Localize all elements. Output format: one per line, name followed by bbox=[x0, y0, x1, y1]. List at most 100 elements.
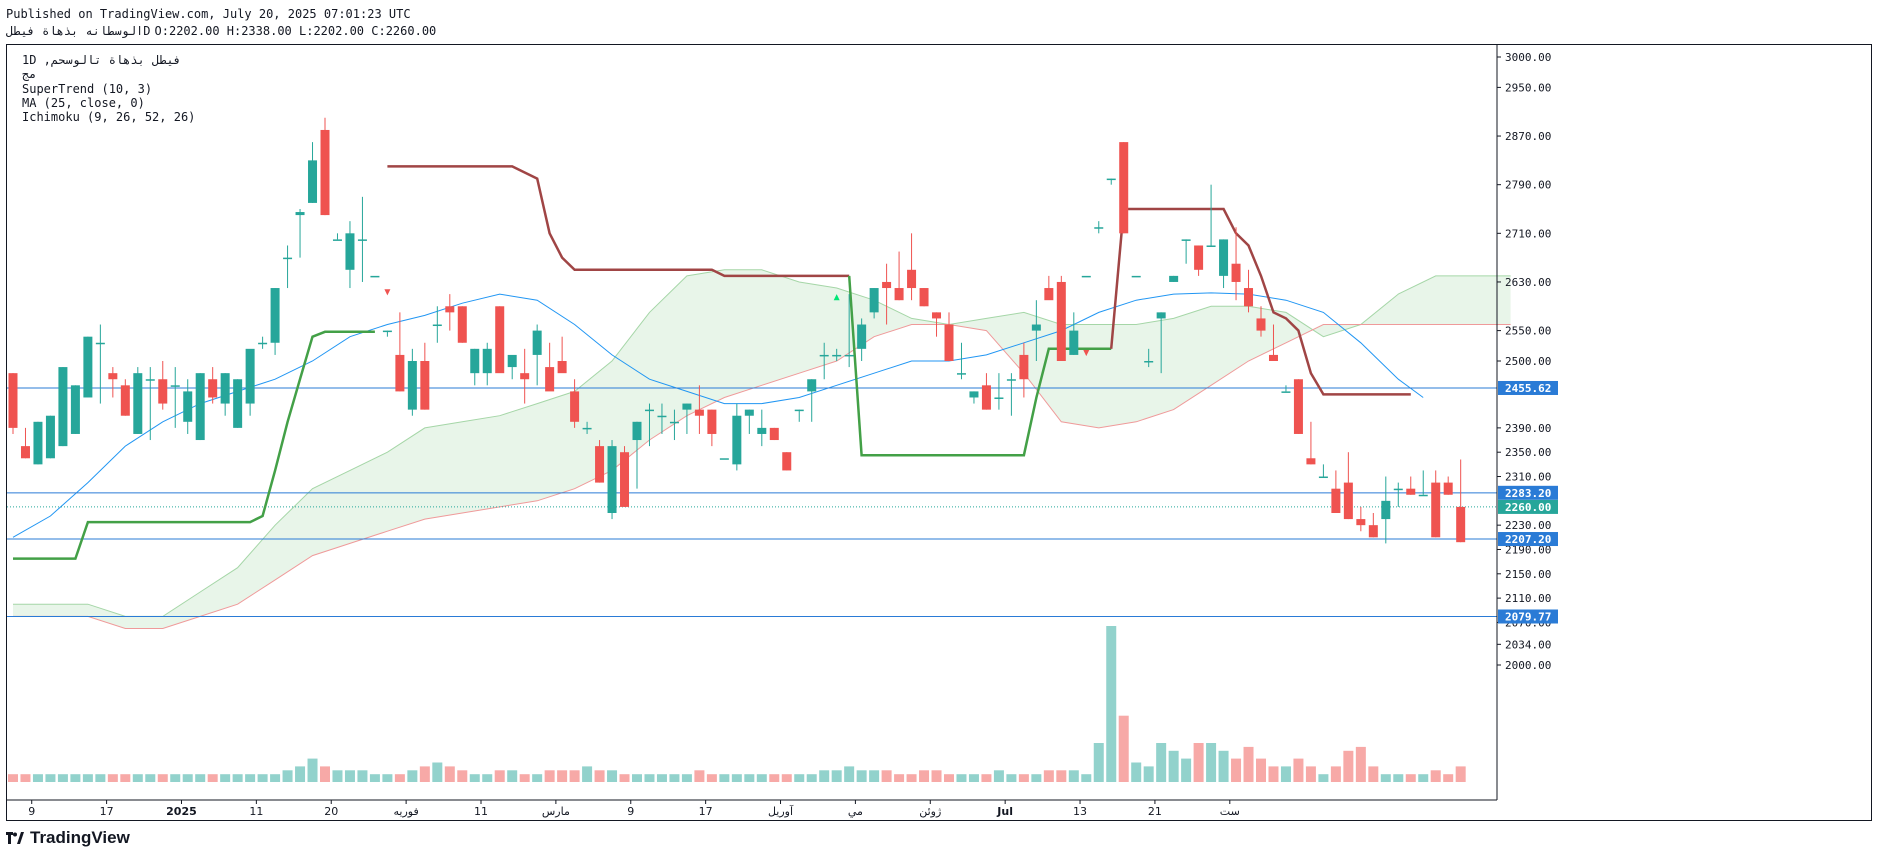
candle-body bbox=[1144, 361, 1154, 363]
candle-body bbox=[170, 385, 180, 387]
x-tick-label: 11 bbox=[474, 805, 488, 818]
candle-body bbox=[844, 354, 854, 357]
candle-body bbox=[782, 452, 792, 471]
volume-bar bbox=[120, 774, 131, 782]
candle-body bbox=[270, 288, 280, 343]
price-chart[interactable]: 3000.00 2950.00 2870.00 2790.00 2710.00 2630.… bbox=[7, 45, 1871, 820]
tradingview-logo[interactable]: TradingView bbox=[6, 828, 130, 848]
volume-bar bbox=[706, 774, 717, 782]
chart-frame[interactable]: 3000.00 2950.00 2870.00 2790.00 2710.00 2630.… bbox=[6, 44, 1872, 821]
candle-body bbox=[1106, 178, 1116, 181]
candle-body bbox=[1181, 239, 1191, 241]
candle-body bbox=[819, 354, 829, 357]
legend-ma[interactable]: MA (25, close, 0) bbox=[22, 96, 145, 110]
candle-body bbox=[1156, 312, 1166, 319]
candle-body bbox=[95, 342, 105, 345]
candle-body bbox=[944, 324, 954, 361]
volume-bar bbox=[320, 766, 330, 782]
legend-ichimoku[interactable]: Ichimoku (9, 26, 52, 26) bbox=[22, 110, 196, 124]
candle-body bbox=[1456, 506, 1466, 543]
volume-bar bbox=[295, 766, 306, 782]
candle-body bbox=[1306, 458, 1316, 465]
supertrend-up bbox=[13, 330, 375, 560]
volume-bar bbox=[407, 770, 418, 782]
candle-body bbox=[108, 373, 118, 380]
candle-body bbox=[295, 212, 305, 216]
volume-bar bbox=[45, 774, 56, 782]
price-badge bbox=[1498, 499, 1558, 514]
candle-body bbox=[1019, 354, 1029, 380]
volume-bar bbox=[644, 774, 655, 782]
candle-body bbox=[195, 373, 205, 441]
candle-body bbox=[620, 452, 630, 507]
volume-bar bbox=[170, 774, 181, 782]
y-tick-label: 2390.00 bbox=[1505, 422, 1551, 435]
candle-body bbox=[1406, 488, 1416, 495]
candle-body bbox=[445, 306, 455, 313]
volume-bar bbox=[1043, 770, 1054, 782]
volume-bar bbox=[619, 774, 630, 782]
x-tick-label: 9 bbox=[28, 805, 35, 818]
volume-bar bbox=[20, 774, 31, 782]
candle-body bbox=[357, 239, 367, 241]
volume-bar bbox=[1455, 766, 1466, 782]
candle-body bbox=[644, 409, 654, 412]
candle-body bbox=[1219, 239, 1229, 276]
volume-bar bbox=[532, 774, 543, 782]
volume-bar bbox=[245, 774, 256, 782]
volume-bar bbox=[1343, 750, 1354, 782]
candle-body bbox=[757, 427, 767, 434]
candle-body bbox=[1256, 318, 1266, 331]
volume-bar bbox=[457, 770, 468, 782]
volume-bar bbox=[1181, 758, 1192, 782]
candle-body bbox=[956, 373, 966, 375]
volume-bar bbox=[582, 766, 593, 782]
candle-body bbox=[370, 275, 380, 278]
volume-bar bbox=[195, 774, 206, 782]
buy-signal-icon bbox=[833, 294, 840, 301]
volume-bar bbox=[681, 774, 692, 782]
volume-bar bbox=[744, 774, 755, 782]
y-tick-label: 2870.00 bbox=[1505, 130, 1551, 143]
x-tick-label: مي bbox=[848, 805, 863, 818]
price-badge-label: 2260.00 bbox=[1505, 501, 1551, 514]
volume-bar bbox=[806, 774, 817, 782]
volume-bar bbox=[1118, 715, 1129, 782]
candle-body bbox=[1006, 379, 1016, 381]
volume-bar bbox=[1293, 758, 1304, 782]
x-tick-label: ست bbox=[1220, 805, 1240, 818]
candle-body bbox=[1268, 354, 1278, 361]
candle-body bbox=[1431, 482, 1441, 538]
x-tick-label: 21 bbox=[1148, 805, 1162, 818]
volume-bar bbox=[1056, 770, 1067, 782]
candle-body bbox=[457, 306, 467, 343]
y-tick-label: 2350.00 bbox=[1505, 446, 1551, 459]
volume-bar bbox=[1243, 746, 1254, 782]
ohlc-header: الوسطانه بذهاة فيطلD O:2202.00 H:2338.00… bbox=[6, 24, 436, 38]
volume-bar bbox=[906, 774, 917, 782]
y-tick-label: 2710.00 bbox=[1505, 227, 1551, 240]
volume-bar bbox=[919, 770, 930, 782]
volume-bar bbox=[869, 770, 880, 782]
y-tick-label: 2550.00 bbox=[1505, 325, 1551, 338]
volume-bar bbox=[32, 774, 43, 782]
candle-body bbox=[882, 281, 892, 289]
volume-bar bbox=[981, 774, 992, 782]
legend-supertrend[interactable]: SuperTrend (10, 3) bbox=[22, 82, 153, 96]
volume-bar bbox=[632, 774, 642, 782]
volume-bar bbox=[220, 774, 231, 782]
x-tick-label: ژوئن bbox=[919, 805, 941, 818]
candle-body bbox=[1368, 525, 1378, 538]
volume-bar bbox=[831, 770, 842, 782]
tradingview-logo-icon bbox=[6, 832, 24, 844]
price-badge-label: 2207.20 bbox=[1505, 533, 1551, 546]
candle-body bbox=[994, 397, 1004, 399]
candle-body bbox=[233, 379, 243, 428]
volume-bar bbox=[594, 770, 605, 782]
candle-body bbox=[744, 409, 754, 416]
candle-body bbox=[969, 391, 979, 398]
volume-bar bbox=[544, 770, 555, 782]
candle-body bbox=[1056, 281, 1066, 361]
volume-bar bbox=[1280, 766, 1291, 782]
candle-body bbox=[120, 385, 130, 416]
